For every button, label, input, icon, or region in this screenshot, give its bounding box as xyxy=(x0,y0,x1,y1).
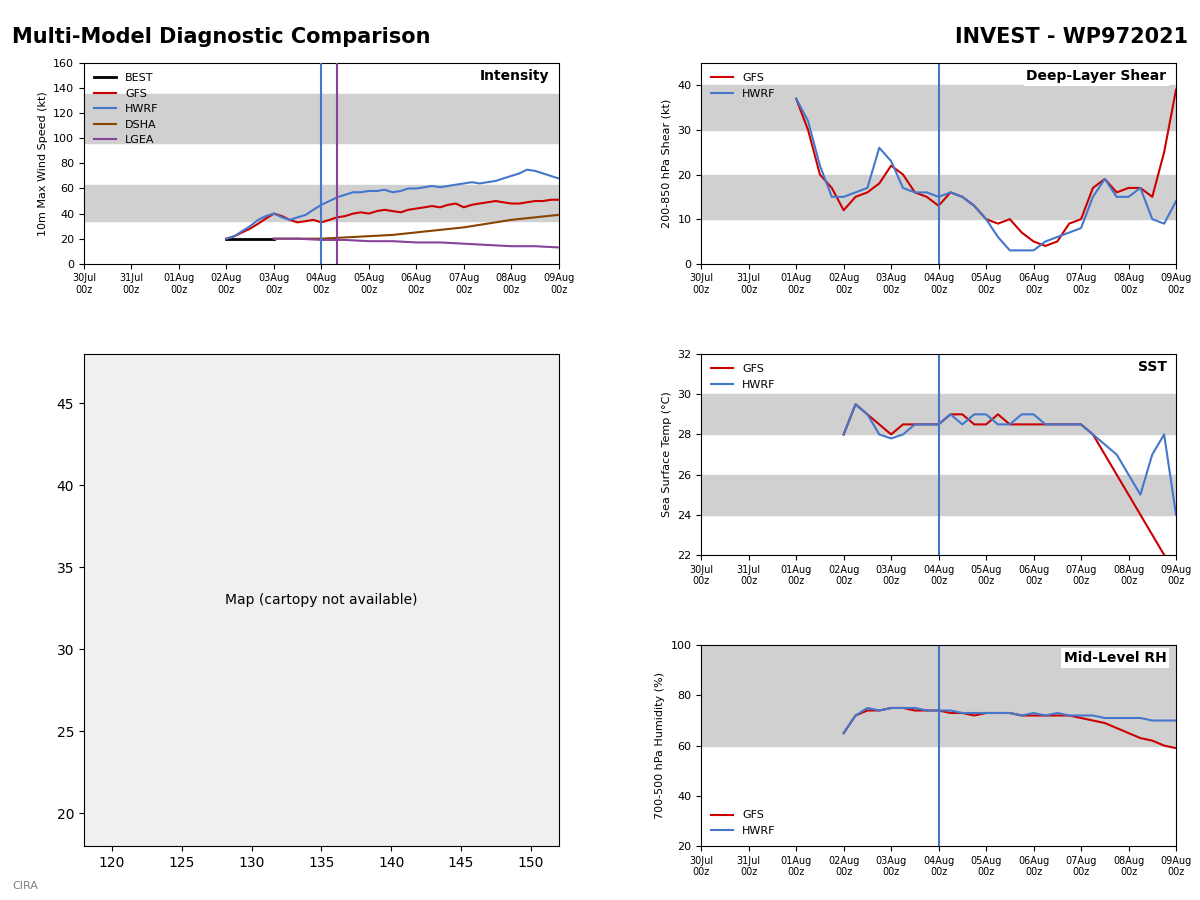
Bar xyxy=(701,645,1176,696)
Y-axis label: 200-850 hPa Shear (kt): 200-850 hPa Shear (kt) xyxy=(662,99,672,228)
Y-axis label: 700-500 hPa Humidity (%): 700-500 hPa Humidity (%) xyxy=(655,672,665,819)
Bar xyxy=(701,175,1176,220)
Text: Map (cartopy not available): Map (cartopy not available) xyxy=(226,593,418,608)
Bar xyxy=(701,696,1176,745)
Text: Deep-Layer Shear: Deep-Layer Shear xyxy=(1026,69,1166,83)
Text: INVEST - WP972021: INVEST - WP972021 xyxy=(955,27,1188,47)
Bar xyxy=(701,394,1176,435)
Text: SST: SST xyxy=(1138,360,1166,374)
Text: Multi-Model Diagnostic Comparison: Multi-Model Diagnostic Comparison xyxy=(12,27,431,47)
Y-axis label: 10m Max Wind Speed (kt): 10m Max Wind Speed (kt) xyxy=(37,91,48,236)
Bar xyxy=(84,94,559,143)
Legend: GFS, HWRF: GFS, HWRF xyxy=(707,806,780,841)
Bar xyxy=(701,86,1176,130)
Bar xyxy=(701,474,1176,515)
Legend: GFS, HWRF: GFS, HWRF xyxy=(707,68,780,103)
Text: Mid-Level RH: Mid-Level RH xyxy=(1063,652,1166,665)
Text: Intensity: Intensity xyxy=(480,69,550,83)
Bar xyxy=(84,184,559,221)
Y-axis label: Sea Surface Temp (°C): Sea Surface Temp (°C) xyxy=(661,392,672,518)
Text: CIRA: CIRA xyxy=(12,881,38,891)
Legend: BEST, GFS, HWRF, DSHA, LGEA: BEST, GFS, HWRF, DSHA, LGEA xyxy=(90,68,163,149)
Legend: GFS, HWRF: GFS, HWRF xyxy=(707,360,780,394)
